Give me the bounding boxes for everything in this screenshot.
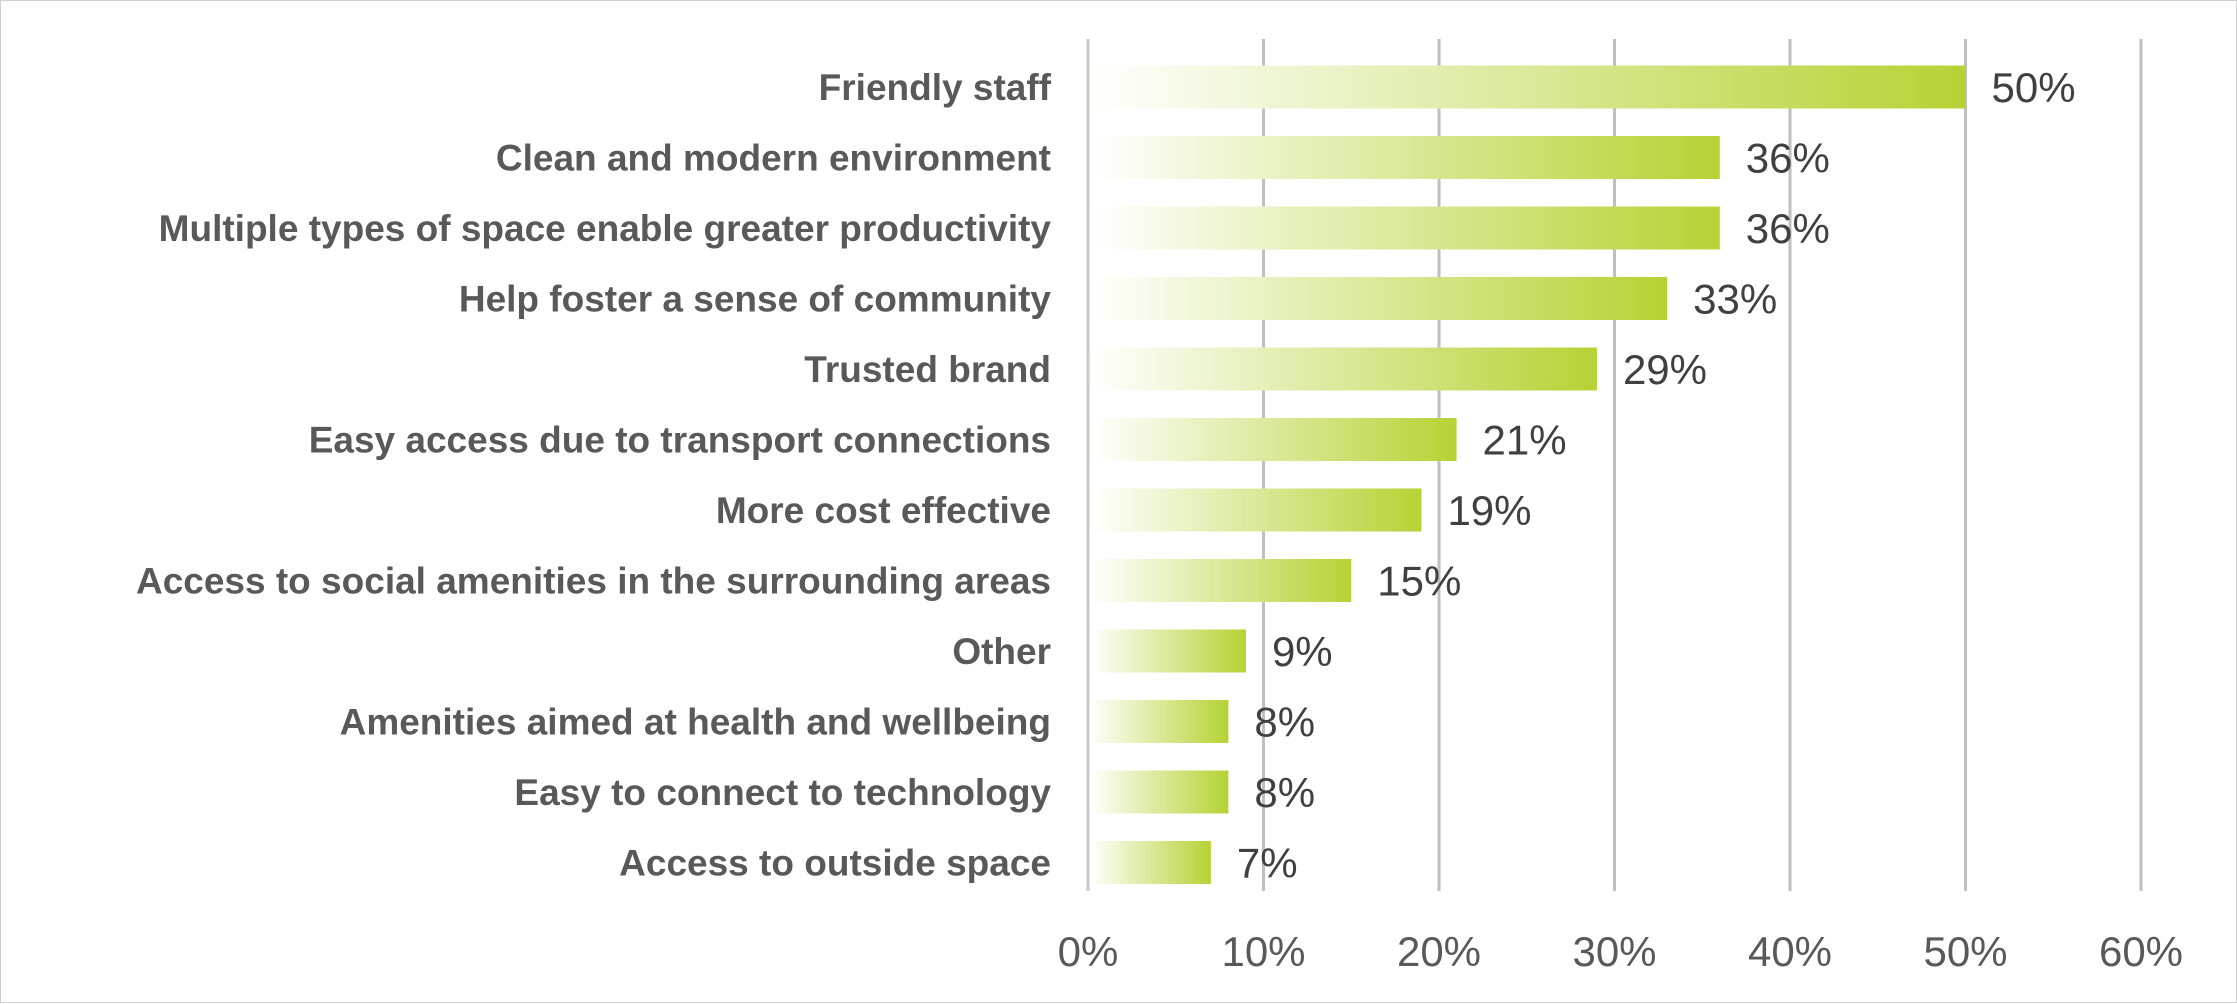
value-label-11: 7% bbox=[1237, 840, 1298, 887]
value-label-7: 15% bbox=[1377, 558, 1461, 605]
category-label-11: Access to outside space bbox=[619, 843, 1051, 884]
value-label-0: 50% bbox=[1992, 64, 2076, 111]
value-label-10: 8% bbox=[1254, 769, 1315, 816]
bar-0 bbox=[1090, 65, 1966, 109]
value-labels: 50% 36% 36% 33% 29% 21% 19% 15% 9% 8% 8% 7% bbox=[1237, 64, 2076, 887]
category-label-7: Access to social amenities in the surrou… bbox=[136, 561, 1051, 602]
x-tick-label-20: 20% bbox=[1397, 928, 1481, 975]
bar-7 bbox=[1090, 559, 1352, 602]
x-tick-labels: 0% 10% 20% 30% 40% 50% 60% bbox=[1058, 928, 2183, 975]
value-label-2: 36% bbox=[1746, 205, 1830, 252]
value-label-5: 21% bbox=[1483, 417, 1567, 464]
x-tick-label-40: 40% bbox=[1748, 928, 1832, 975]
bar-2 bbox=[1090, 206, 1720, 250]
category-label-8: Other bbox=[952, 631, 1051, 672]
category-label-4: Trusted brand bbox=[804, 349, 1051, 390]
value-label-8: 9% bbox=[1272, 628, 1333, 675]
value-label-3: 33% bbox=[1693, 276, 1777, 323]
x-tick-label-10: 10% bbox=[1221, 928, 1305, 975]
bar-5 bbox=[1090, 418, 1457, 461]
bars bbox=[1090, 65, 1966, 884]
category-label-9: Amenities aimed at health and wellbeing bbox=[340, 702, 1051, 743]
category-label-5: Easy access due to transport connections bbox=[309, 420, 1051, 461]
value-label-6: 19% bbox=[1447, 487, 1531, 534]
category-label-6: More cost effective bbox=[716, 490, 1051, 531]
category-label-1: Clean and modern environment bbox=[496, 138, 1051, 179]
value-label-4: 29% bbox=[1623, 346, 1707, 393]
gridlines bbox=[1262, 39, 2143, 891]
x-tick-label-30: 30% bbox=[1572, 928, 1656, 975]
category-label-0: Friendly staff bbox=[819, 67, 1052, 108]
bar-10 bbox=[1090, 770, 1229, 814]
category-labels: Friendly staff Clean and modern environme… bbox=[136, 67, 1052, 884]
value-label-9: 8% bbox=[1254, 699, 1315, 746]
bar-8 bbox=[1090, 629, 1246, 673]
category-label-3: Help foster a sense of community bbox=[459, 279, 1052, 320]
bar-1 bbox=[1090, 136, 1720, 179]
bar-6 bbox=[1090, 488, 1422, 532]
value-label-1: 36% bbox=[1746, 135, 1830, 182]
bar-3 bbox=[1090, 277, 1668, 320]
x-tick-label-60: 60% bbox=[2099, 928, 2183, 975]
x-tick-label-0: 0% bbox=[1058, 928, 1119, 975]
bar-11 bbox=[1090, 841, 1211, 884]
category-label-2: Multiple types of space enable greater p… bbox=[159, 208, 1052, 249]
bar-4 bbox=[1090, 347, 1597, 391]
x-tick-label-50: 50% bbox=[1923, 928, 2007, 975]
category-label-10: Easy to connect to technology bbox=[514, 772, 1051, 813]
bar-9 bbox=[1090, 700, 1229, 743]
